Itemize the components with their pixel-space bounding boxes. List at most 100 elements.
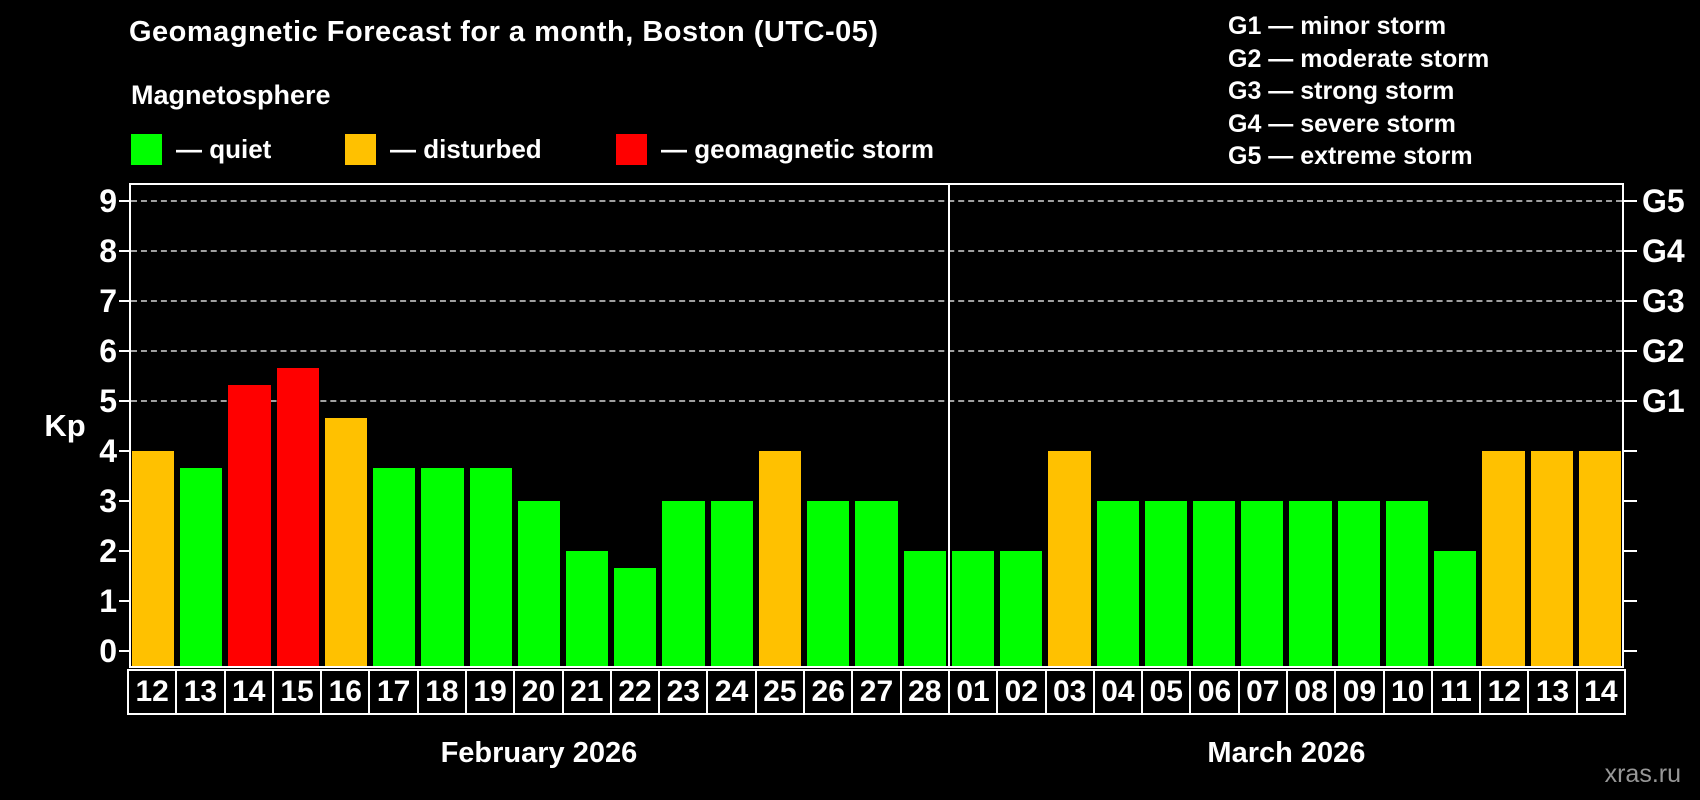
kp-bar-09 [1337, 501, 1380, 666]
storm-scale-line-g5: G5 — extreme storm [1228, 142, 1473, 171]
kp-bar-25 [758, 451, 802, 666]
legend-label-storm: — geomagnetic storm [661, 133, 935, 164]
gridline-kp5 [131, 400, 1622, 402]
y-axis-tick-left-4 [119, 450, 129, 452]
month-separator-line [947, 185, 950, 666]
kp-bar-15 [276, 367, 319, 666]
kp-bar-17 [373, 467, 416, 666]
y-axis-tick-right-6 [1624, 350, 1637, 352]
legend-item-quiet: — quiet [131, 133, 271, 165]
kp-bar-13 [180, 467, 223, 666]
right-axis-label-g3: G3 [1642, 283, 1685, 319]
kp-bar-07 [1241, 501, 1284, 666]
storm-scale-line-g2: G2 — moderate storm [1228, 44, 1490, 73]
day-label: 13 [177, 671, 224, 713]
day-label: 24 [708, 671, 755, 713]
kp-bar-23 [662, 501, 705, 666]
storm-scale-legend: G1 — minor storm G2 — moderate storm G3 … [1228, 10, 1489, 173]
quiet-color-swatch [131, 133, 162, 165]
watermark: xras.ru [1604, 760, 1681, 788]
legend-item-disturbed: — disturbed [345, 133, 542, 165]
gridline-kp6 [131, 350, 1622, 352]
day-label: 10 [1384, 671, 1431, 713]
month-label-march: March 2026 [1207, 737, 1366, 769]
storm-scale-line-g3: G3 — strong storm [1228, 77, 1455, 106]
right-axis-label-g1: G1 [1642, 383, 1685, 419]
plot-area [129, 183, 1624, 668]
kp-bar-24 [710, 501, 753, 666]
y-axis-title: Kp [44, 408, 86, 443]
y-axis-tick-right-7 [1624, 300, 1637, 302]
day-label: 25 [756, 671, 804, 713]
y-axis-tick-right-4 [1624, 450, 1637, 452]
y-axis-tick-left-5 [119, 400, 129, 402]
kp-bar-10 [1385, 501, 1429, 666]
y-axis-tick-left-8 [119, 250, 129, 252]
day-label: 28 [901, 671, 948, 713]
kp-bar-28 [903, 551, 946, 666]
gridline-kp9 [131, 200, 1622, 202]
kp-bar-06 [1192, 501, 1236, 666]
y-axis-tick-label-7: 7 [99, 283, 117, 319]
kp-bar-05 [1144, 501, 1187, 666]
day-axis-row: 12 13 14 15 16 17 18 19 20 21 22 23 24 25 26 27 28 01 02 03… [127, 669, 1626, 715]
day-label: 08 [1287, 671, 1335, 713]
right-axis-label-g4: G4 [1642, 233, 1685, 269]
day-label: 20 [515, 671, 562, 713]
kp-bar-13 [1530, 451, 1573, 666]
day-label: 02 [998, 671, 1045, 713]
y-axis-tick-label-6: 6 [99, 333, 117, 369]
y-axis-tick-left-9 [119, 200, 129, 202]
day-label: 07 [1239, 671, 1286, 713]
day-label: 06 [1191, 671, 1238, 713]
day-label: 13 [1529, 671, 1576, 713]
right-axis-label-g2: G2 [1642, 333, 1685, 369]
day-label: 26 [805, 671, 852, 713]
legend-item-storm: — geomagnetic storm [616, 133, 934, 165]
y-axis-tick-left-6 [119, 350, 129, 352]
kp-bar-03 [1048, 451, 1091, 666]
kp-bar-26 [807, 501, 850, 666]
y-axis-tick-right-3 [1624, 500, 1637, 502]
day-label: 15 [273, 671, 321, 713]
y-axis-tick-left-0 [119, 650, 129, 652]
day-label: 03 [1046, 671, 1093, 713]
chart-title: Geomagnetic Forecast for a month, Boston… [129, 16, 879, 48]
day-label: 17 [370, 671, 417, 713]
day-label: 14 [1577, 671, 1624, 713]
y-axis-tick-right-2 [1624, 550, 1637, 552]
day-label: 01 [949, 671, 997, 713]
kp-bar-14 [1578, 451, 1621, 666]
kp-bar-22 [614, 567, 657, 666]
storm-scale-line-g4: G4 — severe storm [1228, 109, 1456, 138]
day-label: 11 [1432, 671, 1480, 713]
legend-label-disturbed: — disturbed [390, 133, 542, 164]
kp-bar-01 [951, 551, 995, 666]
y-axis-tick-label-1: 1 [99, 583, 117, 619]
kp-bar-04 [1096, 501, 1139, 666]
storm-color-swatch [616, 133, 647, 165]
storm-scale-line-g1: G1 — minor storm [1228, 12, 1447, 40]
y-axis-tick-right-1 [1624, 600, 1637, 602]
disturbed-color-swatch [345, 133, 376, 165]
day-label: 05 [1143, 671, 1190, 713]
kp-bar-11 [1434, 551, 1477, 666]
kp-bar-02 [1000, 551, 1043, 666]
day-label: 21 [563, 671, 610, 713]
y-axis-tick-label-2: 2 [99, 533, 117, 569]
y-axis-tick-left-7 [119, 300, 129, 302]
day-label: 12 [1481, 671, 1528, 713]
gridline-kp7 [131, 300, 1622, 302]
day-label: 04 [1094, 671, 1142, 713]
day-label: 09 [1336, 671, 1383, 713]
day-label: 18 [418, 671, 466, 713]
kp-bar-19 [469, 467, 512, 666]
kp-bar-12 [1482, 451, 1525, 666]
day-label: 14 [225, 671, 272, 713]
y-axis-tick-label-3: 3 [99, 483, 117, 519]
kp-bar-20 [517, 501, 561, 666]
y-axis-tick-label-5: 5 [99, 383, 117, 419]
day-label: 12 [129, 671, 176, 713]
day-label: 22 [611, 671, 659, 713]
y-axis-tick-left-3 [119, 500, 129, 502]
